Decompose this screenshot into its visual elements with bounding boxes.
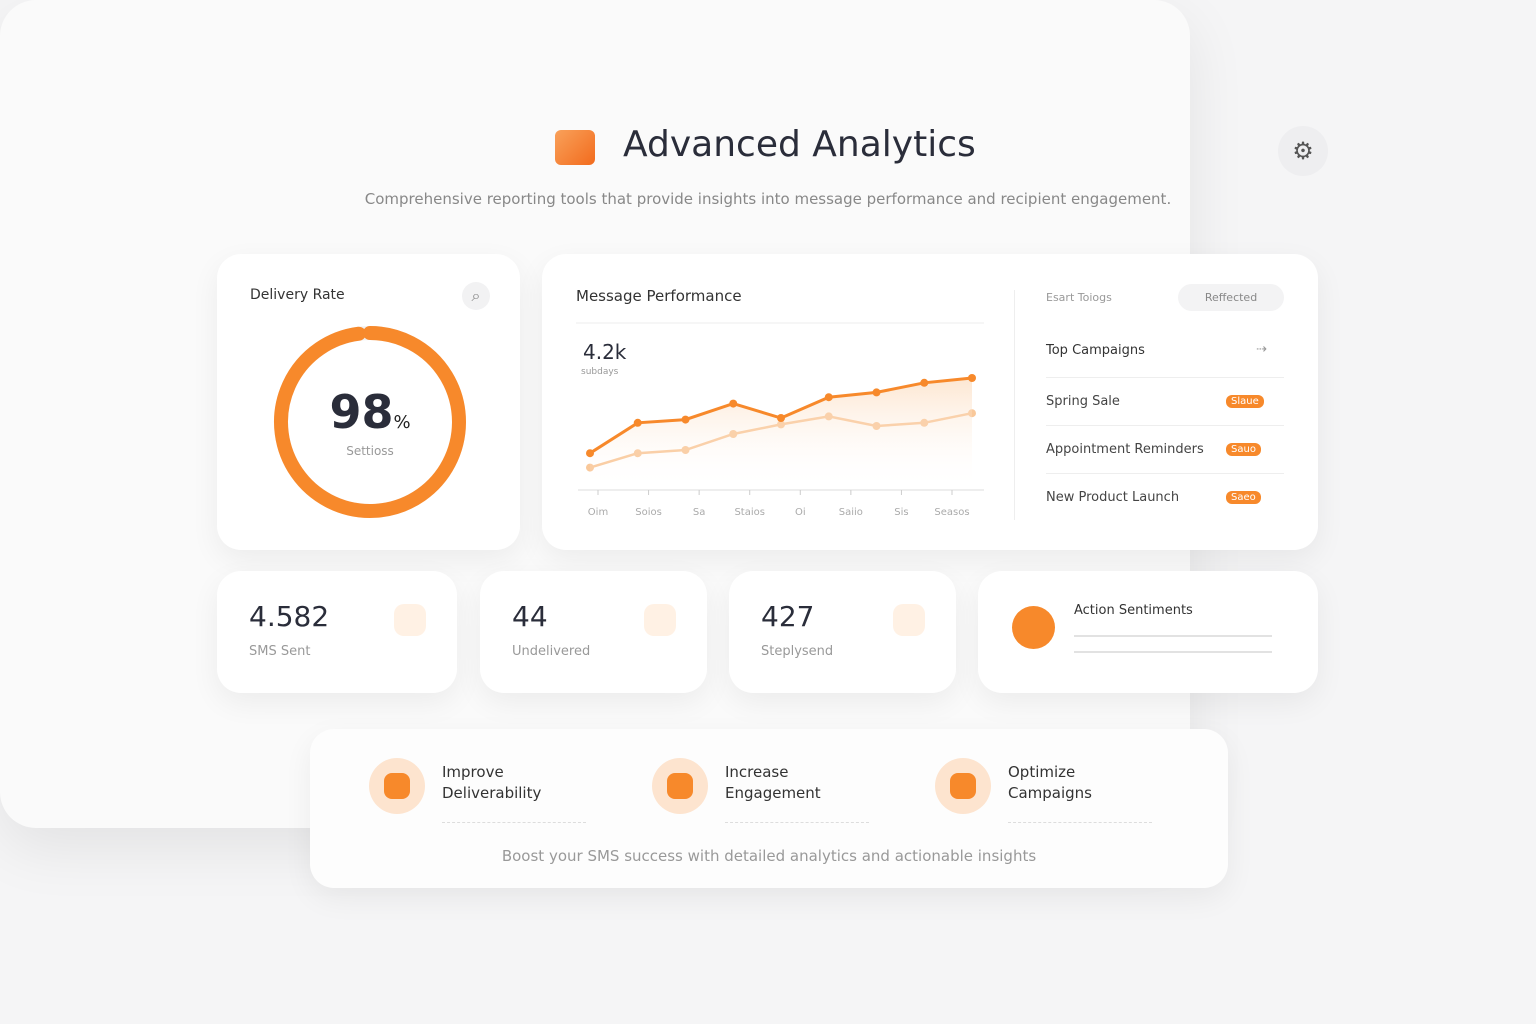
action-icon <box>1012 606 1055 649</box>
list-heading: Top Campaigns <box>1046 343 1145 358</box>
feature-glyph <box>384 773 410 799</box>
subtitle: Comprehensive reporting tools that provi… <box>364 190 1172 208</box>
placeholder-text <box>1074 651 1272 653</box>
feature-glyph <box>667 773 693 799</box>
card-title: Message Performance <box>576 287 742 305</box>
tab[interactable]: Reffected <box>1178 284 1284 311</box>
campaign-tag: Saeo <box>1226 491 1261 504</box>
card-title: Delivery Rate <box>250 287 345 303</box>
gauge-value: 98% <box>270 385 470 439</box>
gauge-number: 98 <box>329 385 394 439</box>
stat-label: Undelivered <box>512 644 591 659</box>
logo <box>555 130 595 165</box>
divider <box>1046 377 1284 378</box>
action-title: Action Sentiments <box>1074 603 1193 618</box>
campaign-name[interactable]: Appointment Reminders <box>1046 442 1204 457</box>
search-button[interactable]: ⌕ <box>462 282 490 310</box>
stat-label: SMS Sent <box>249 644 311 659</box>
stat-icon <box>644 604 676 636</box>
stat-label: Steplysend <box>761 644 834 659</box>
feature-rule <box>725 822 869 823</box>
feature-title: Improve Deliverability <box>442 763 542 802</box>
footer-text: Boost your SMS success with detailed ana… <box>501 847 1037 865</box>
campaign-name[interactable]: Spring Sale <box>1046 394 1120 409</box>
settings-button[interactable]: ⚙ <box>1278 126 1328 176</box>
campaign-tag: Slaue <box>1226 395 1264 408</box>
divider <box>1046 473 1284 474</box>
divider <box>1046 425 1284 426</box>
gauge-unit: % <box>393 412 411 433</box>
campaign-name[interactable]: New Product Launch <box>1046 490 1180 505</box>
title: Advanced Analytics <box>623 124 976 165</box>
feature-icon <box>935 758 991 814</box>
feature-glyph <box>950 773 976 799</box>
feature-rule <box>442 822 586 823</box>
more-arrow[interactable]: ⇢ <box>1256 342 1267 357</box>
feature-icon <box>652 758 708 814</box>
headline: 4.2k <box>583 340 627 364</box>
gauge-caption: Settioss <box>346 444 394 458</box>
placeholder-text <box>1074 635 1272 637</box>
features-card <box>310 729 1228 888</box>
feature-title: Optimize Campaigns <box>1008 763 1093 802</box>
tab[interactable]: Esart Toiogs <box>1046 291 1112 304</box>
campaign-tag: Sauo <box>1226 443 1261 456</box>
stat-icon <box>893 604 925 636</box>
stat-value: 44 <box>512 600 548 633</box>
stat-value: 427 <box>761 600 815 633</box>
headline-caption: subdays <box>581 367 619 377</box>
stat-value: 4.582 <box>249 600 330 633</box>
feature-rule <box>1008 822 1152 823</box>
feature-title: Increase Engagement <box>725 763 821 802</box>
feature-icon <box>369 758 425 814</box>
divider <box>1014 290 1015 520</box>
stat-icon <box>394 604 426 636</box>
